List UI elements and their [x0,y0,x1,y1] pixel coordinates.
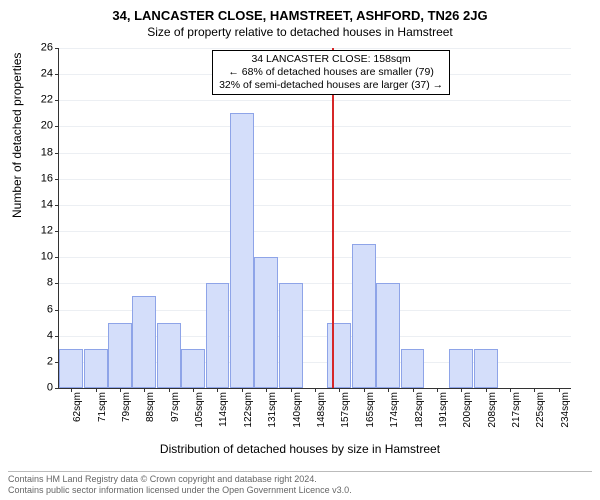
x-tick-label: 140sqm [293,392,303,428]
annotation-line-3: 32% of semi-detached houses are larger (… [219,79,443,92]
y-tick-mark [55,74,59,75]
annotation-line-2: ← 68% of detached houses are smaller (79… [219,66,443,79]
y-axis-label: Number of detached properties [10,53,24,218]
x-tick-label: 79sqm [122,392,132,422]
bar [474,349,498,388]
bar [132,296,156,388]
y-tick-label: 8 [47,278,53,289]
bar [449,349,473,388]
x-tick-label: 234sqm [561,392,571,428]
bar [206,283,230,388]
y-tick-label: 4 [47,330,53,341]
bar [376,283,400,388]
page-subtitle: Size of property relative to detached ho… [0,23,600,39]
bar [254,257,278,388]
annotation-line-1: 34 LANCASTER CLOSE: 158sqm [219,53,443,66]
gridline [59,100,571,101]
x-tick-label: 225sqm [536,392,546,428]
gridline [59,179,571,180]
y-tick-mark [55,231,59,232]
x-tick-label: 105sqm [195,392,205,428]
y-tick-mark [55,283,59,284]
y-tick-mark [55,126,59,127]
y-tick-mark [55,205,59,206]
y-tick-label: 6 [47,304,53,315]
y-tick-label: 20 [41,121,53,132]
bar [181,349,205,388]
bar [84,349,108,388]
x-tick-label: 131sqm [268,392,278,428]
footer-line-1: Contains HM Land Registry data © Crown c… [8,474,592,485]
y-tick-label: 10 [41,252,53,263]
bar [230,113,254,388]
y-tick-label: 14 [41,199,53,210]
reference-line [332,48,334,388]
x-tick-label: 88sqm [146,392,156,422]
x-tick-label: 191sqm [439,392,449,428]
x-tick-label: 71sqm [98,392,108,422]
y-tick-label: 26 [41,43,53,54]
x-tick-label: 97sqm [171,392,181,422]
y-tick-mark [55,310,59,311]
chart-container: 34, LANCASTER CLOSE, HAMSTREET, ASHFORD,… [0,0,600,500]
x-tick-label: 148sqm [317,392,327,428]
bar [352,244,376,388]
x-axis-label: Distribution of detached houses by size … [0,442,600,456]
gridline [59,257,571,258]
x-tick-label: 157sqm [341,392,351,428]
y-tick-mark [55,257,59,258]
x-tick-label: 122sqm [244,392,254,428]
y-tick-label: 16 [41,173,53,184]
bar [401,349,425,388]
x-tick-label: 165sqm [366,392,376,428]
x-tick-label: 114sqm [219,392,229,427]
gridline [59,231,571,232]
y-tick-label: 2 [47,356,53,367]
y-tick-mark [55,336,59,337]
y-tick-mark [55,388,59,389]
plot-area: 0246810121416182022242662sqm71sqm79sqm88… [58,48,571,389]
x-tick-label: 182sqm [415,392,425,428]
bar [59,349,83,388]
x-tick-label: 217sqm [512,392,522,428]
y-tick-mark [55,179,59,180]
gridline [59,126,571,127]
x-tick-label: 62sqm [73,392,83,422]
bar [108,323,132,388]
x-tick-label: 200sqm [463,392,473,428]
y-tick-label: 12 [41,226,53,237]
gridline [59,153,571,154]
gridline [59,205,571,206]
y-tick-mark [55,153,59,154]
y-tick-mark [55,100,59,101]
x-tick-label: 174sqm [390,392,400,428]
y-tick-label: 18 [41,147,53,158]
x-tick-label: 208sqm [488,392,498,428]
bar [157,323,181,388]
footer-line-2: Contains public sector information licen… [8,485,592,496]
gridline [59,48,571,49]
annotation-box: 34 LANCASTER CLOSE: 158sqm← 68% of detac… [212,50,450,95]
bar [279,283,303,388]
bar [327,323,351,388]
y-tick-mark [55,48,59,49]
gridline [59,283,571,284]
y-tick-label: 24 [41,69,53,80]
page-title: 34, LANCASTER CLOSE, HAMSTREET, ASHFORD,… [0,0,600,23]
footer: Contains HM Land Registry data © Crown c… [8,471,592,496]
y-tick-label: 22 [41,95,53,106]
y-tick-label: 0 [47,383,53,394]
